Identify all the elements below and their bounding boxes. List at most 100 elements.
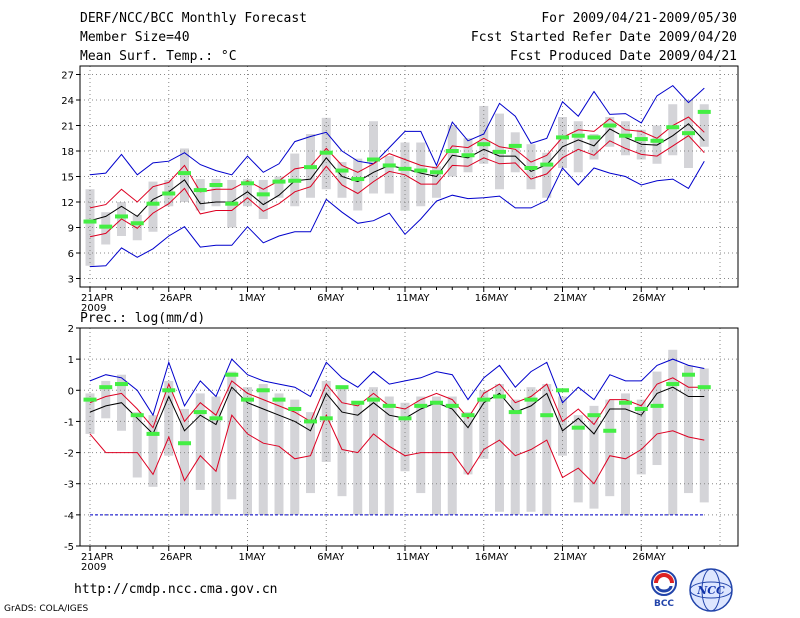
median-marker — [666, 382, 680, 387]
median-marker — [99, 224, 113, 229]
spread-box — [652, 371, 662, 466]
median-marker — [493, 149, 506, 154]
forecast-period: For 2009/04/21-2009/05/30 — [541, 11, 737, 26]
bcc-logo: BCC — [651, 570, 677, 608]
spread-box — [699, 368, 709, 503]
spread-box — [684, 365, 693, 494]
series-max-line — [89, 358, 705, 417]
series-mean-line — [89, 386, 705, 435]
median-marker — [445, 403, 459, 408]
median-marker — [351, 400, 365, 405]
spread-box — [369, 387, 378, 515]
series-mean_plus-line — [89, 377, 705, 429]
median-marker — [540, 413, 554, 418]
y-tick-label: -5 — [64, 542, 74, 553]
median-marker — [398, 416, 412, 421]
x-tick-label: 16MAY — [475, 552, 509, 563]
y-tick-label: 2 — [68, 324, 74, 335]
median-marker — [319, 150, 333, 155]
x-tick-label: 1MAY — [239, 552, 267, 563]
spread-box — [416, 396, 426, 494]
spread-box — [589, 134, 599, 160]
median-marker — [430, 400, 443, 405]
variable-label: Mean Surf. Temp.: °C — [80, 49, 237, 64]
source-url[interactable]: http://cmdp.ncc.cma.gov.cn — [74, 582, 278, 597]
median-marker — [178, 171, 191, 176]
x-tick-label: 21MAY — [554, 552, 588, 563]
spread-box — [85, 393, 95, 434]
spread-box — [542, 384, 552, 515]
median-marker — [603, 428, 617, 433]
spread-box — [573, 121, 583, 173]
median-marker — [162, 191, 176, 196]
spread-box — [132, 214, 142, 241]
spread-box — [510, 132, 520, 173]
y-tick-label: -4 — [64, 511, 74, 522]
spread-box — [542, 152, 552, 198]
spread-box — [558, 396, 567, 456]
spread-box — [668, 104, 678, 156]
median-marker — [209, 183, 223, 187]
spread-box — [432, 166, 441, 198]
spread-box — [132, 412, 142, 478]
median-marker — [634, 406, 648, 411]
panel-temperature: 3 6 9 12 15 18 21 24 27 21APR 26APR 1MAY 6MAY 11MAY 16… — [61, 65, 739, 314]
y-tick-label: 3 — [68, 275, 74, 286]
median-marker — [508, 410, 522, 415]
median-marker — [524, 166, 538, 170]
median-marker — [130, 221, 144, 226]
median-marker — [571, 133, 585, 138]
median-marker — [115, 382, 128, 387]
spread-box — [447, 396, 457, 515]
series-min-line — [89, 160, 705, 268]
median-marker — [178, 441, 191, 446]
panel-precipitation: -5 -4 -3 -2 -1 0 1 2 21APR 26APR 1MAY 6MAY 11MAY 16MA… — [64, 324, 739, 573]
spread-box — [384, 396, 394, 515]
median-marker — [556, 388, 569, 393]
median-marker — [367, 397, 380, 402]
median-marker — [398, 166, 412, 171]
spread-box — [306, 412, 315, 494]
x-tick-label: 26MAY — [632, 293, 666, 304]
median-marker — [477, 397, 491, 402]
median-marker — [587, 135, 601, 140]
grads-credit: GrADS: COLA/IGES — [4, 604, 89, 614]
median-marker — [130, 413, 144, 418]
median-marker — [335, 385, 349, 390]
y-tick-label: 21 — [61, 122, 74, 133]
fcst-produced-date: Fcst Produced Date 2009/04/21 — [510, 49, 737, 64]
spread-box — [621, 393, 630, 515]
median-marker — [540, 162, 554, 167]
spread-box — [290, 399, 300, 515]
median-marker — [83, 397, 97, 402]
spread-box — [180, 148, 189, 202]
spread-box — [621, 121, 630, 156]
median-marker — [288, 406, 302, 411]
x-year-label: 2009 — [81, 303, 106, 314]
spread-box — [274, 393, 284, 515]
spread-box — [353, 402, 363, 515]
spread-box — [337, 162, 347, 198]
spread-box — [573, 415, 583, 503]
plot-frame — [79, 327, 739, 547]
x-tick-label: 6MAY — [317, 293, 345, 304]
median-marker — [162, 388, 176, 393]
spread-box — [353, 158, 363, 211]
median-marker — [99, 385, 113, 390]
median-marker — [288, 178, 302, 183]
x-tick-label: 21MAY — [554, 293, 588, 304]
median-marker — [461, 413, 475, 418]
series-max-line — [89, 84, 705, 176]
median-marker — [666, 125, 680, 130]
median-marker — [493, 394, 506, 399]
y-tick-label: 1 — [68, 355, 74, 366]
ncc-logo-text: NCC — [696, 584, 725, 597]
median-marker — [382, 403, 396, 408]
median-marker — [461, 153, 475, 158]
x-tick-label: 21APR — [81, 293, 114, 304]
x-tick-label: 1MAY — [239, 293, 267, 304]
x-tick-label: 26MAY — [632, 552, 666, 563]
spread-box — [321, 380, 331, 462]
spread-box — [101, 380, 111, 419]
